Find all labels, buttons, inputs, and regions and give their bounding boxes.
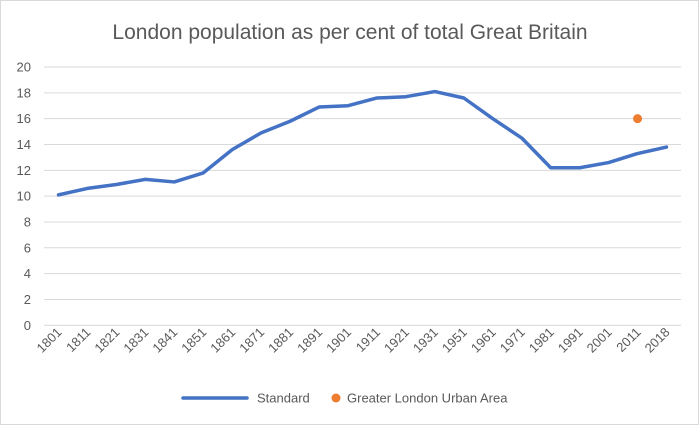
x-tick-label: 1811: [63, 325, 93, 355]
x-tick-label: 1861: [207, 325, 238, 356]
x-tick-label: 1831: [120, 325, 151, 356]
y-tick-label: 16: [17, 111, 31, 126]
x-tick-label: 1841: [149, 325, 180, 356]
series-line-standard: [56, 89, 669, 197]
x-tick-label: 1901: [323, 325, 354, 356]
legend-dot-marker: [331, 393, 341, 403]
x-tick-label: 1891: [294, 325, 325, 356]
x-tick-label: 1991: [555, 325, 586, 356]
y-tick-label: 8: [24, 214, 31, 229]
x-tick-label: 1851: [178, 325, 209, 356]
legend-label-greater-london: Greater London Urban Area: [347, 391, 508, 406]
x-tick-label: 1981: [526, 325, 557, 356]
x-tick-label: 1821: [91, 325, 122, 356]
x-tick-label: 1931: [410, 325, 441, 356]
x-tick-label: 2011: [613, 325, 643, 355]
data-point: [633, 114, 643, 124]
y-tick-label: 18: [17, 85, 31, 100]
y-tick-label: 2: [24, 292, 31, 307]
y-tick-label: 12: [17, 163, 31, 178]
y-tick-label: 0: [24, 318, 31, 333]
x-tick-label: 1971: [497, 325, 528, 356]
y-tick-label: 6: [24, 240, 31, 255]
y-tick-label: 4: [24, 266, 31, 281]
x-tick-label: 1951: [439, 325, 470, 356]
y-tick-label: 14: [17, 137, 31, 152]
x-tick-label: 2018: [642, 325, 673, 356]
x-tick-label: 1801: [34, 325, 65, 356]
x-tick-label: 2001: [584, 325, 615, 356]
x-tick-label: 1961: [468, 325, 499, 356]
x-tick-label: 1921: [381, 325, 412, 356]
x-tick-label: 1881: [265, 325, 296, 356]
y-tick-label: 10: [17, 189, 31, 204]
y-tick-label: 20: [17, 60, 31, 75]
x-tick-label: 1911: [353, 325, 383, 355]
legend-label-standard: Standard: [257, 391, 310, 406]
x-tick-label: 1871: [236, 325, 267, 356]
chart-title: London population as per cent of total G…: [112, 21, 587, 44]
